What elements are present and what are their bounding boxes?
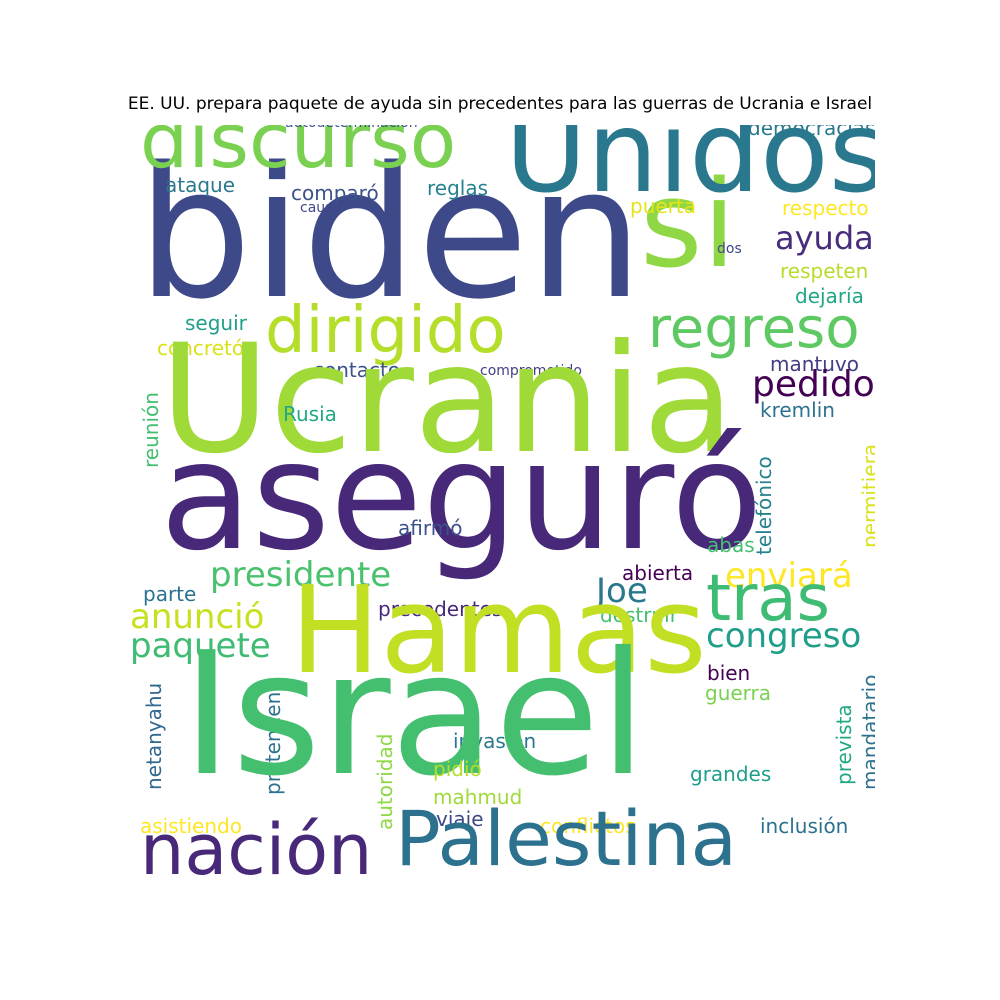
word-ayuda: ayuda bbox=[775, 219, 874, 258]
word-si: si bbox=[640, 155, 736, 295]
word-asistiendo: asistiendo bbox=[140, 813, 242, 838]
word-causa: causa bbox=[300, 200, 342, 217]
word-comprometido: comprometido bbox=[480, 363, 582, 380]
word-inclusion: inclusión bbox=[760, 813, 849, 838]
word-rusia: Rusia bbox=[283, 401, 337, 426]
word-nacion: nación bbox=[140, 808, 373, 875]
word-ucrania: Ucrania bbox=[160, 313, 735, 487]
word-mandatario: mandatario bbox=[857, 674, 875, 790]
word-israel: Israel bbox=[182, 615, 647, 814]
word-invasion: invasión bbox=[453, 728, 537, 753]
word-dos: dos bbox=[717, 241, 742, 258]
word-afirmo: afirmó bbox=[398, 515, 463, 540]
word-precedentes: precedentes bbox=[378, 596, 503, 621]
word-democracias: democracias bbox=[748, 125, 875, 140]
figure-title: EE. UU. prepara paquete de ayuda sin pre… bbox=[127, 94, 873, 114]
word-respecto: respecto bbox=[782, 195, 869, 220]
word-abierta: abierta bbox=[622, 560, 694, 585]
word-aseguro: aseguró bbox=[160, 410, 763, 584]
word-parte: parte bbox=[143, 581, 197, 606]
word-dejaria: dejaría bbox=[795, 283, 864, 308]
word-reunion: reunión bbox=[138, 392, 163, 468]
word-biden: biden bbox=[137, 128, 644, 340]
word-abas: abas bbox=[707, 532, 755, 557]
word-kremlin: kremlin bbox=[760, 397, 835, 422]
word-enviara: enviará bbox=[725, 555, 853, 596]
word-anuncio: anunció bbox=[130, 596, 265, 637]
word-concreto: concretó bbox=[157, 335, 245, 360]
word-autodeterminacion: autodeterminación bbox=[285, 125, 418, 130]
word-palestina: Palestina bbox=[395, 793, 738, 875]
word-hamas: Hamas bbox=[290, 561, 707, 701]
word-prevista: prevista bbox=[831, 704, 856, 785]
word-discurso: discurso bbox=[140, 125, 457, 185]
word-unidos: Unidos bbox=[505, 125, 875, 218]
word-respeten: respeten bbox=[780, 258, 869, 283]
word-pedido: pedido bbox=[752, 363, 875, 405]
word-puerta: puerta bbox=[630, 193, 696, 218]
word-joe: Joe bbox=[596, 570, 648, 611]
word-tras: tras bbox=[706, 562, 830, 637]
word-viaje: viaje bbox=[436, 806, 484, 831]
word-ataque: ataque bbox=[165, 172, 236, 197]
word-regreso: regreso bbox=[648, 296, 860, 362]
word-dirigido: dirigido bbox=[265, 294, 506, 369]
word-permitiera: permitiera bbox=[857, 443, 875, 548]
word-presidente: presidente bbox=[210, 554, 392, 595]
word-paquete: paquete bbox=[130, 625, 271, 666]
word-seguir: seguir bbox=[185, 310, 247, 335]
word-guerra: guerra bbox=[705, 680, 772, 705]
word-destruir: destruir bbox=[600, 602, 678, 627]
word-comparo: comparó bbox=[291, 180, 379, 205]
word-pidio: pidió bbox=[433, 756, 482, 781]
word-congreso: congreso bbox=[706, 615, 862, 656]
word-reglas: reglas bbox=[427, 175, 489, 200]
word-conflictos: conflictos bbox=[540, 813, 636, 838]
word-netanyahu: netanyahu bbox=[141, 682, 166, 790]
word-contacto: contacto bbox=[313, 357, 401, 382]
word-grandes: grandes bbox=[690, 761, 772, 786]
word-mahmud: mahmud bbox=[433, 784, 523, 809]
word-mantuvo: mantuvo bbox=[770, 351, 860, 376]
word-bien: bien bbox=[707, 660, 751, 685]
